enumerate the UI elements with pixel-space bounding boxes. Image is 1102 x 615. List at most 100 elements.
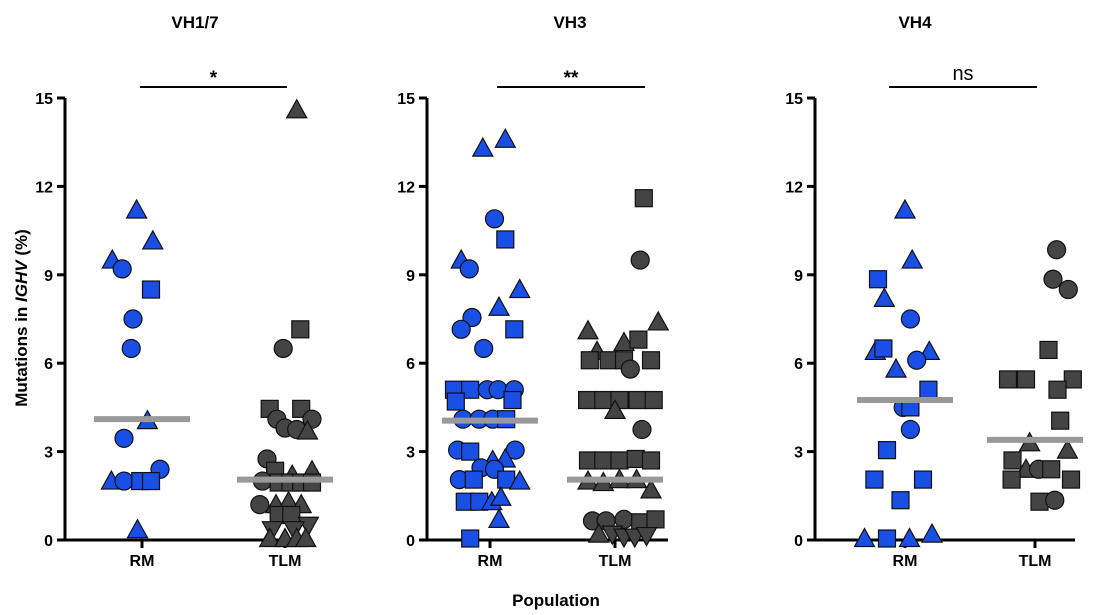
- data-point-triangle: [508, 278, 531, 299]
- y-tick-label: 3: [406, 445, 415, 462]
- data-point-triangle: [587, 522, 610, 543]
- data-point-square: [1002, 470, 1021, 489]
- x-tick-label: RM: [478, 553, 503, 570]
- x-tick-label: TLM: [1019, 553, 1052, 570]
- significance-label: ns: [952, 63, 973, 85]
- data-point-triangle: [487, 508, 511, 528]
- data-point-triangle: [898, 527, 921, 548]
- data-point-square: [1048, 380, 1067, 399]
- data-point-circle: [1043, 269, 1063, 289]
- data-point-circle: [900, 419, 921, 440]
- x-tick-label: RM: [893, 553, 918, 570]
- data-point-triangle: [126, 518, 149, 539]
- data-point-square: [641, 451, 661, 470]
- y-axis-label-italic: IGHV: [12, 259, 31, 302]
- data-point-triangle: [603, 399, 627, 419]
- data-point-triangle: [258, 527, 281, 548]
- x-tick-label: TLM: [269, 553, 302, 570]
- data-point-square: [291, 320, 310, 339]
- y-axis-label-suffix: (%): [12, 229, 31, 260]
- data-point-square: [496, 230, 515, 249]
- data-point-circle: [620, 359, 640, 379]
- data-point-square: [1061, 470, 1081, 489]
- y-tick-label: 6: [406, 356, 415, 373]
- panel-title: VH4: [898, 13, 932, 32]
- data-point-square: [282, 505, 301, 525]
- panel-vh3: VH3 0 3 6 9 12 15 RM TLM **: [397, 13, 670, 570]
- data-point-square: [578, 451, 598, 470]
- data-point-circle: [1046, 240, 1067, 260]
- data-point-square: [577, 390, 597, 410]
- data-point-square: [874, 339, 893, 358]
- data-point-square: [628, 390, 647, 410]
- data-point-circle: [273, 338, 293, 359]
- y-tick-label: 9: [794, 268, 803, 285]
- significance-label: *: [210, 68, 218, 89]
- x-axis-label: Population: [512, 591, 600, 610]
- data-point-triangle: [489, 486, 512, 506]
- data-point-triangle: [612, 331, 636, 352]
- data-point-circle: [451, 319, 471, 339]
- data-point-triangle: [901, 248, 924, 269]
- data-point-square: [1042, 460, 1061, 479]
- data-point-triangle: [853, 527, 876, 548]
- data-point-circle: [900, 309, 921, 329]
- data-point-square: [141, 471, 161, 491]
- data-point-triangle: [647, 310, 670, 331]
- data-point-square: [629, 330, 648, 349]
- y-tick-label: 0: [794, 533, 803, 550]
- data-point-square: [599, 351, 618, 370]
- data-point-triangle: [125, 198, 148, 219]
- data-point-circle: [1045, 490, 1065, 510]
- data-point-circle: [114, 428, 134, 448]
- y-tick-label: 6: [794, 356, 803, 373]
- data-point-square: [505, 320, 524, 339]
- y-axis-label-prefix: Mutations in: [12, 302, 31, 407]
- data-point-circle: [474, 338, 494, 359]
- y-tick-label: 6: [44, 356, 53, 373]
- y-tick-label: 12: [397, 179, 415, 196]
- panel-vh4: VH4 0 3 6 9 12 15 RM TLM ns: [785, 13, 1083, 570]
- data-point-circle: [459, 259, 479, 279]
- data-point-circle: [907, 350, 927, 370]
- data-point-square: [503, 390, 522, 410]
- data-point-square: [580, 351, 599, 370]
- data-point-triangle: [487, 295, 511, 316]
- data-point-circle: [114, 471, 134, 491]
- data-point-square: [891, 491, 910, 510]
- y-tick-label: 15: [35, 91, 53, 108]
- data-point-square: [446, 392, 465, 411]
- data-point-triangle: [285, 98, 308, 119]
- data-point-triangle: [639, 478, 663, 499]
- data-point-square: [626, 449, 645, 469]
- data-point-triangle-down: [635, 526, 658, 547]
- data-point-square: [644, 390, 663, 410]
- data-point-square: [998, 370, 1018, 389]
- data-point-triangle: [294, 527, 317, 548]
- data-point-square: [877, 529, 897, 548]
- data-point-triangle: [296, 419, 319, 440]
- x-tick-label: TLM: [599, 553, 632, 570]
- data-point-triangle: [1056, 438, 1079, 459]
- data-point-square: [464, 470, 483, 489]
- data-point-triangle: [873, 287, 896, 307]
- data-point-square: [634, 189, 653, 208]
- data-point-square: [1063, 370, 1082, 389]
- data-point-circle: [112, 259, 132, 279]
- data-point-square: [461, 529, 480, 548]
- y-tick-label: 3: [44, 445, 53, 462]
- y-tick-label: 9: [44, 268, 53, 285]
- y-tick-label: 0: [406, 533, 415, 550]
- data-point-triangle: [141, 229, 164, 250]
- panel-vh1-7: VH1/7 0 3 6 9 12 15 RM TLM *: [35, 13, 333, 570]
- data-point-triangle-down: [282, 521, 306, 541]
- data-point-square: [1003, 451, 1022, 470]
- y-tick-label: 0: [44, 533, 53, 550]
- data-point-circle: [123, 309, 143, 329]
- y-tick-label: 9: [406, 268, 415, 285]
- y-axis-label: Mutations in IGHV (%): [12, 229, 31, 407]
- y-tick-label: 12: [35, 179, 53, 196]
- data-point-square: [141, 280, 161, 299]
- data-point-square: [919, 380, 938, 399]
